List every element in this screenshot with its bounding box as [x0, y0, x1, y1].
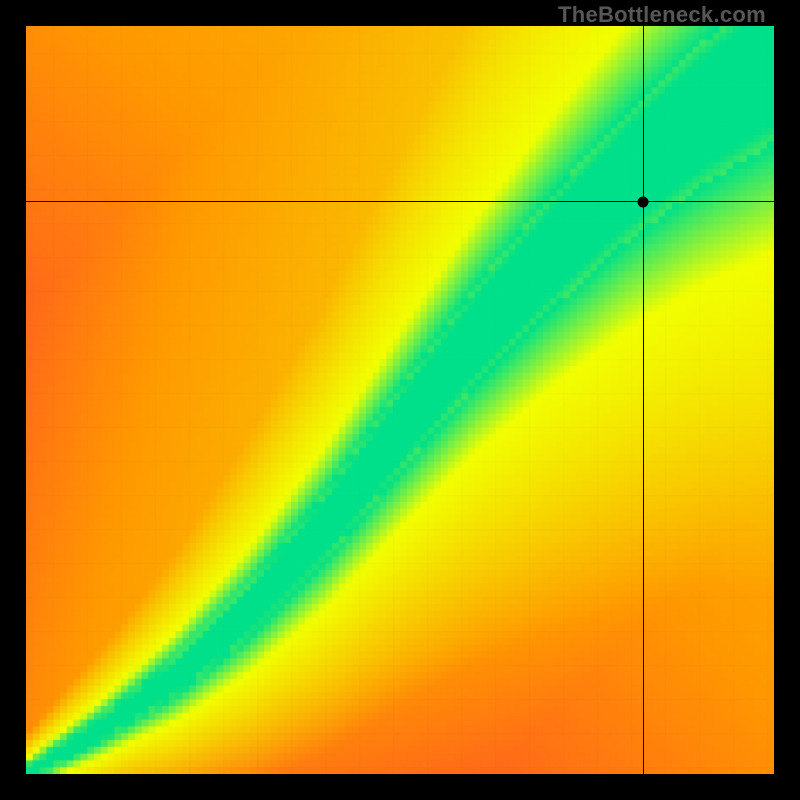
selection-marker[interactable]: [638, 196, 649, 207]
watermark-text: TheBottleneck.com: [558, 2, 766, 28]
crosshair-vertical: [643, 26, 644, 774]
crosshair-horizontal: [26, 201, 774, 202]
bottleneck-heatmap: [26, 26, 774, 774]
